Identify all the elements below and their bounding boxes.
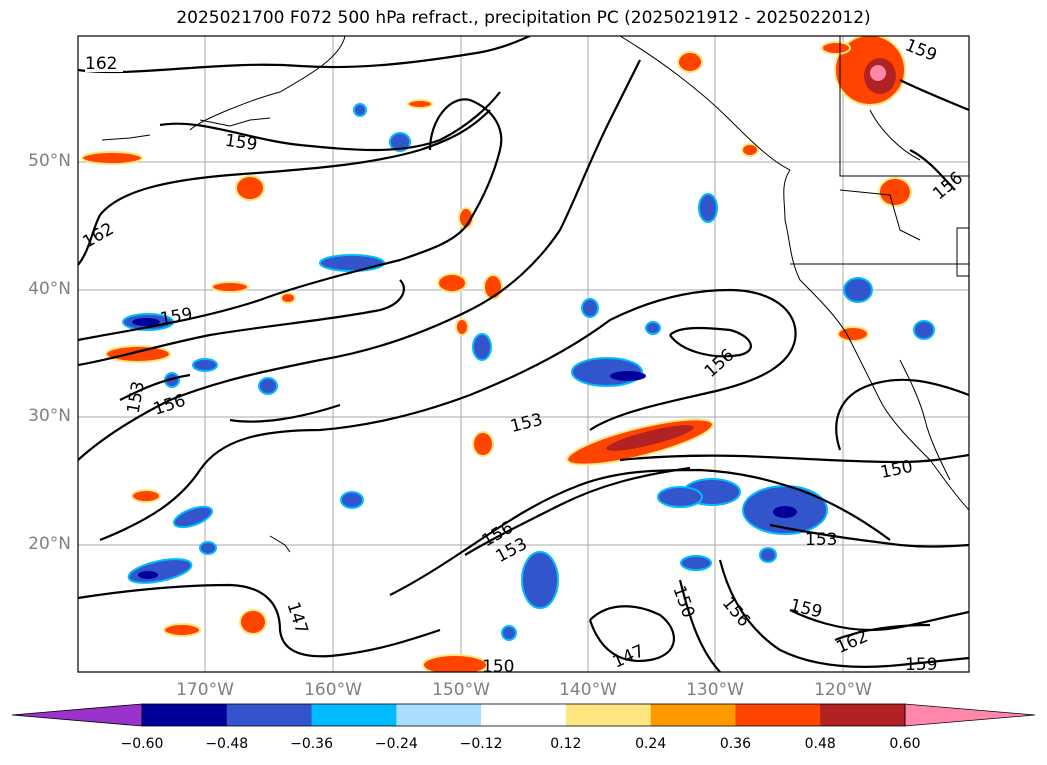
contour-label: 153 — [805, 530, 837, 550]
colorbar-tick-label: −0.60 — [120, 736, 164, 752]
longitude-label: 120°W — [814, 680, 872, 700]
refractivity-contours — [78, 36, 969, 672]
colorbar-segment — [396, 704, 482, 726]
colorbar-tick-label: 0.60 — [889, 736, 921, 752]
longitude-label: 130°W — [686, 680, 744, 700]
negative-anomaly-areas — [122, 103, 935, 641]
longitude-label: 160°W — [304, 680, 362, 700]
colorbar-outline — [141, 703, 906, 727]
colorbar-extend-low — [11, 703, 143, 727]
colorbar-segment — [565, 704, 652, 726]
contour-label: 159 — [224, 131, 259, 155]
positive-anomaly-areas — [81, 36, 912, 672]
latitude-label: 40°N — [28, 279, 71, 299]
colorbar — [11, 703, 1036, 727]
latitude-label: 20°N — [28, 534, 71, 554]
colorbar-segment — [226, 704, 313, 726]
colorbar-tick-label: 0.48 — [804, 736, 836, 752]
colorbar-segment — [142, 704, 228, 726]
contour-label: 162 — [85, 54, 117, 74]
contour-label: 150 — [482, 657, 514, 677]
colorbar-segment — [311, 704, 397, 726]
latitude-label: 30°N — [28, 406, 71, 426]
longitude-label: 140°W — [559, 680, 617, 700]
colorbar-segment — [481, 704, 567, 726]
contour-label: 159 — [905, 655, 937, 675]
gridlines — [78, 36, 969, 672]
colorbar-tick-label: −0.36 — [290, 736, 333, 752]
colorbar-tick-label: −0.24 — [374, 736, 418, 752]
colorbar-segment — [820, 704, 906, 726]
colorbar-tick-label: −0.48 — [205, 736, 249, 752]
plot-border — [77, 35, 970, 673]
positive-blob-pnw — [834, 36, 906, 106]
longitude-label: 150°W — [432, 680, 490, 700]
longitude-label: 170°W — [176, 680, 234, 700]
colorbar-segment — [650, 704, 736, 726]
colorbar-segment — [735, 704, 821, 726]
latitude-label: 50°N — [28, 151, 71, 171]
colorbar-tick-label: 0.12 — [550, 736, 582, 752]
colorbar-tick-label: −0.12 — [459, 736, 503, 752]
colorbar-tick-label: 0.24 — [635, 736, 667, 752]
colorbar-tick-label: 0.36 — [719, 736, 752, 752]
map-title: 2025021700 F072 500 hPa refract., precip… — [176, 8, 871, 28]
colorbar-extend-high — [904, 703, 1036, 727]
